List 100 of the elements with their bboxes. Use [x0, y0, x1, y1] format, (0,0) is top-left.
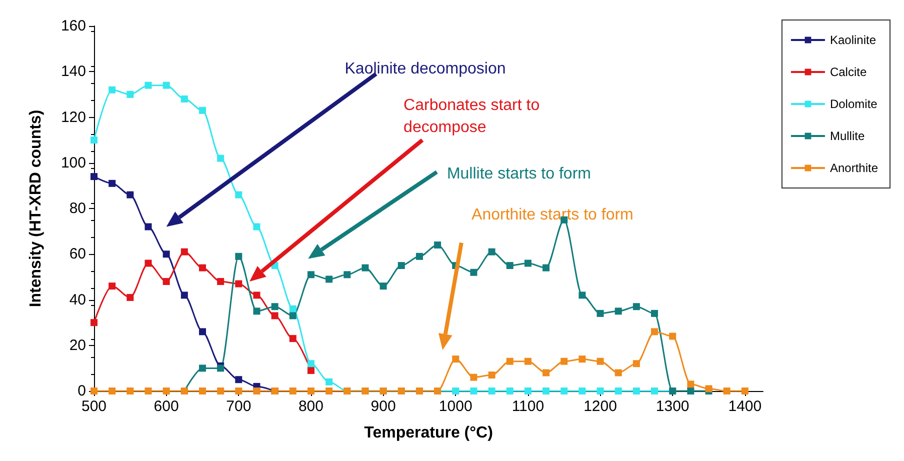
legend-label: Anorthite: [830, 161, 878, 175]
point: [126, 294, 134, 301]
point: [235, 191, 242, 198]
point: [108, 388, 116, 394]
point: [470, 374, 478, 381]
point: [632, 360, 640, 368]
y-tick-label: 20: [69, 336, 86, 354]
point: [524, 260, 532, 267]
point: [651, 310, 658, 317]
x-tick-label: 1300: [656, 398, 690, 415]
point: [560, 388, 568, 394]
point: [687, 380, 694, 388]
point: [362, 264, 369, 272]
point: [488, 388, 496, 394]
y-tick-label: 80: [69, 200, 86, 217]
point: [452, 356, 460, 363]
point: [596, 358, 604, 365]
point: [289, 305, 296, 312]
point: [596, 388, 604, 394]
point: [560, 358, 568, 365]
point: [180, 96, 188, 102]
point: [253, 223, 260, 230]
point: [488, 372, 496, 379]
point: [217, 278, 224, 285]
point: [307, 360, 314, 368]
point: [434, 242, 442, 248]
point: [162, 250, 170, 258]
point: [289, 312, 296, 320]
point: [162, 388, 170, 394]
point: [198, 328, 206, 336]
point: [253, 388, 260, 394]
point: [506, 358, 514, 365]
point: [307, 366, 314, 374]
point: [126, 90, 134, 98]
point: [578, 356, 586, 363]
point: [651, 328, 658, 336]
point: [180, 248, 188, 256]
legend-label: Calcite: [830, 65, 867, 79]
point: [307, 271, 314, 278]
point: [307, 388, 314, 394]
point: [723, 388, 730, 394]
point: [198, 388, 206, 394]
point: [198, 364, 206, 372]
point: [289, 335, 296, 342]
annotation: Anorthite starts to form: [472, 206, 634, 224]
annotation: Kaolinite decomposion: [344, 60, 506, 78]
legend-label: Kaolinite: [830, 33, 876, 47]
point: [614, 369, 622, 376]
legend-label: Mullite: [830, 129, 865, 143]
point: [651, 388, 658, 394]
point: [253, 308, 260, 315]
y-tick-label: 120: [60, 108, 86, 126]
point: [90, 136, 98, 144]
point: [144, 223, 152, 230]
x-tick-label: 1400: [728, 398, 762, 415]
point: [235, 252, 242, 260]
point: [108, 282, 116, 290]
point: [326, 378, 333, 386]
point: [488, 248, 496, 256]
point: [235, 388, 242, 394]
point: [326, 276, 333, 283]
point: [380, 282, 387, 290]
point: [470, 268, 478, 276]
point: [271, 312, 278, 320]
point: [578, 292, 586, 299]
y-tick-label: 60: [69, 246, 86, 263]
point: [162, 82, 170, 89]
x-tick-label: 1200: [584, 398, 617, 415]
point: [614, 308, 622, 315]
point: [198, 264, 206, 272]
x-tick-label: 1100: [512, 398, 544, 415]
point: [144, 82, 152, 89]
point: [416, 252, 423, 260]
y-tick-label: 160: [60, 18, 86, 34]
x-axis-title: Temperature (°C): [364, 424, 493, 442]
point: [180, 292, 188, 299]
y-axis-title: Intensity (HT-XRD counts): [28, 110, 44, 308]
point: [271, 303, 278, 310]
point: [126, 388, 134, 394]
point: [162, 278, 170, 285]
point: [705, 385, 712, 392]
x-tick-label: 500: [81, 398, 107, 415]
point: [90, 319, 98, 326]
annotation: Mullite starts to form: [446, 165, 591, 182]
point: [596, 310, 604, 317]
x-tick-label: 600: [154, 398, 179, 415]
point: [542, 388, 550, 394]
point: [198, 106, 206, 114]
y-tick-label: 0: [78, 382, 86, 400]
point: [235, 376, 242, 384]
point: [217, 154, 224, 162]
point: [217, 364, 224, 372]
legend-label: Dolomite: [830, 97, 878, 111]
x-tick-label: 1000: [438, 398, 472, 415]
point: [253, 292, 260, 299]
point: [632, 303, 640, 310]
x-tick-label: 900: [370, 398, 396, 415]
point: [542, 264, 550, 272]
point: [144, 388, 152, 394]
point: [741, 388, 748, 394]
